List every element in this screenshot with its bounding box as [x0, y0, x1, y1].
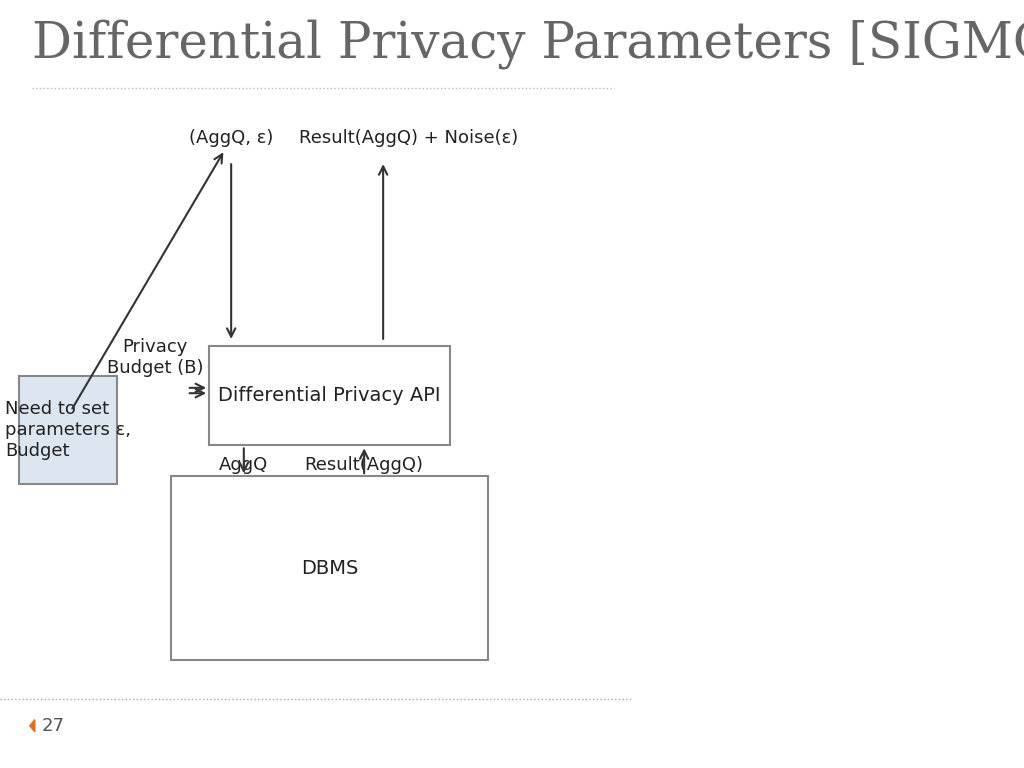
Text: Privacy
Budget (B): Privacy Budget (B) — [106, 338, 204, 376]
Text: Need to set
parameters ε,
Budget: Need to set parameters ε, Budget — [5, 400, 131, 460]
FancyBboxPatch shape — [19, 376, 117, 484]
Text: AggQ: AggQ — [219, 455, 268, 474]
Text: 27: 27 — [41, 717, 65, 735]
Text: Result(AggQ): Result(AggQ) — [305, 455, 424, 474]
Text: Differential Privacy API: Differential Privacy API — [218, 386, 440, 405]
Text: DBMS: DBMS — [301, 559, 358, 578]
Text: Result(AggQ) + Noise(ε): Result(AggQ) + Noise(ε) — [299, 129, 518, 147]
Polygon shape — [30, 720, 35, 732]
Text: Differential Privacy Parameters [SIGMOD09]: Differential Privacy Parameters [SIGMOD0… — [32, 19, 1024, 69]
FancyBboxPatch shape — [209, 346, 450, 445]
FancyBboxPatch shape — [171, 476, 487, 660]
Text: (AggQ, ε): (AggQ, ε) — [189, 129, 273, 147]
